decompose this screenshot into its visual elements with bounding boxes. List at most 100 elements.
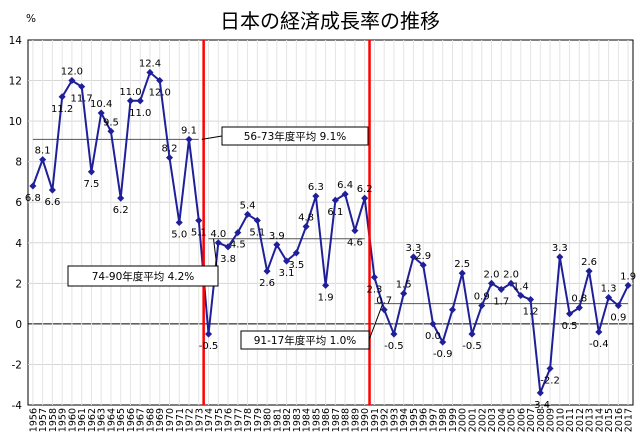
y-tick-label: 2 [15, 278, 22, 290]
data-label: -0.4 [589, 339, 609, 350]
data-label: 11.2 [51, 104, 73, 115]
x-tick-label: 1959 [58, 408, 69, 432]
data-point [517, 291, 525, 300]
x-tick-label: 1982 [282, 408, 293, 432]
data-label: 1.4 [513, 282, 529, 293]
data-point [341, 190, 349, 198]
x-tick-label: 1961 [77, 408, 88, 432]
data-point [536, 389, 544, 397]
data-label: 1.7 [493, 296, 509, 307]
x-tick-label: 1968 [145, 408, 156, 432]
data-label: 3.8 [220, 254, 236, 265]
data-label: 11.0 [119, 87, 141, 98]
callout-leader [368, 304, 383, 341]
data-point [527, 296, 535, 304]
data-label: 0.8 [571, 294, 587, 305]
data-point [136, 97, 144, 105]
x-tick-label: 1956 [28, 408, 39, 432]
data-point [614, 302, 622, 310]
x-tick-label: 1988 [341, 408, 352, 432]
data-point [78, 83, 86, 91]
data-label: 3.3 [405, 243, 421, 254]
data-label: -3.4 [531, 400, 551, 411]
data-label: 2.6 [259, 278, 275, 289]
data-point [566, 310, 574, 318]
data-point [165, 154, 174, 162]
x-axis-ticks: 1956195719581959196019611962196319641965… [28, 408, 634, 432]
y-tick-label: 4 [15, 238, 22, 250]
x-tick-label: 1993 [389, 408, 400, 432]
data-label: 5.1 [191, 227, 207, 238]
data-point [595, 328, 603, 336]
data-point [497, 285, 505, 293]
x-tick-label: 1974 [204, 408, 215, 432]
y-tick-label: 12 [9, 76, 22, 88]
data-point [468, 330, 476, 338]
data-label: 7.5 [83, 179, 99, 190]
data-label: 2.0 [503, 269, 519, 280]
x-tick-label: 1958 [48, 408, 59, 432]
callout-box [240, 330, 370, 350]
data-point [39, 156, 47, 164]
data-label: 4.6 [347, 238, 363, 249]
y-tick-label: 8 [15, 157, 22, 169]
data-label: 6.2 [357, 184, 373, 195]
x-tick-label: 1965 [116, 408, 127, 432]
x-tick-label: 1978 [243, 408, 254, 432]
data-label: -2.2 [540, 376, 560, 387]
data-label: -0.5 [384, 341, 404, 352]
x-tick-label: 1972 [185, 408, 196, 432]
data-label: 1.2 [523, 307, 539, 318]
x-tick-label: 1979 [253, 408, 264, 432]
data-label: 3.3 [552, 243, 568, 254]
x-tick-label: 2003 [487, 408, 498, 432]
growth-rate-series [29, 68, 632, 397]
y-tick-label: -4 [12, 400, 23, 412]
data-label: -0.5 [462, 341, 482, 352]
data-label: 6.2 [113, 205, 129, 216]
x-tick-label: 2005 [507, 408, 518, 432]
data-label: 4.5 [230, 240, 246, 251]
data-label: 5.1 [249, 227, 265, 238]
x-tick-label: 2010 [555, 408, 566, 432]
data-point [351, 227, 359, 235]
x-tick-label: 2015 [604, 408, 615, 432]
y-tick-label: 0 [15, 319, 22, 331]
callout-label: 91-17年度平均 1.0% [254, 334, 357, 347]
data-label: 5.4 [240, 200, 256, 211]
data-label: 6.4 [337, 180, 353, 191]
data-label: 2.9 [415, 251, 431, 262]
data-point [263, 267, 271, 275]
x-tick-label: 2000 [458, 408, 469, 432]
data-point [556, 253, 564, 261]
x-tick-label: 1985 [311, 408, 322, 432]
callout-label: 56-73年度平均 9.1% [244, 130, 347, 143]
data-point [361, 194, 369, 202]
data-point [204, 330, 213, 338]
x-tick-label: 2016 [614, 408, 625, 432]
x-tick-label: 1957 [38, 408, 49, 432]
data-point [546, 364, 554, 373]
data-label: 6.8 [25, 193, 41, 204]
data-label: 12.0 [149, 88, 171, 99]
data-point [400, 289, 408, 298]
data-point [585, 267, 593, 275]
x-tick-label: 1977 [233, 408, 244, 432]
data-point [195, 216, 203, 225]
data-label: 2.5 [454, 259, 470, 270]
x-tick-label: 2009 [546, 408, 557, 432]
x-tick-label: 1969 [155, 408, 166, 432]
data-label: 3.9 [269, 231, 285, 242]
data-label: 12.4 [139, 58, 161, 69]
data-label: 2.0 [484, 269, 500, 280]
y-axis-ticks: -4 -2 0 2 4 6 8 10 12 14 [9, 35, 23, 412]
data-point [97, 109, 105, 117]
data-label: 12.0 [61, 67, 83, 78]
data-point [331, 196, 339, 204]
data-label: 8.1 [35, 146, 51, 157]
data-label: 6.1 [327, 207, 343, 218]
data-point [244, 210, 252, 218]
x-tick-label: 1973 [194, 408, 205, 432]
data-point [478, 302, 486, 310]
x-tick-label: 1976 [224, 408, 235, 432]
